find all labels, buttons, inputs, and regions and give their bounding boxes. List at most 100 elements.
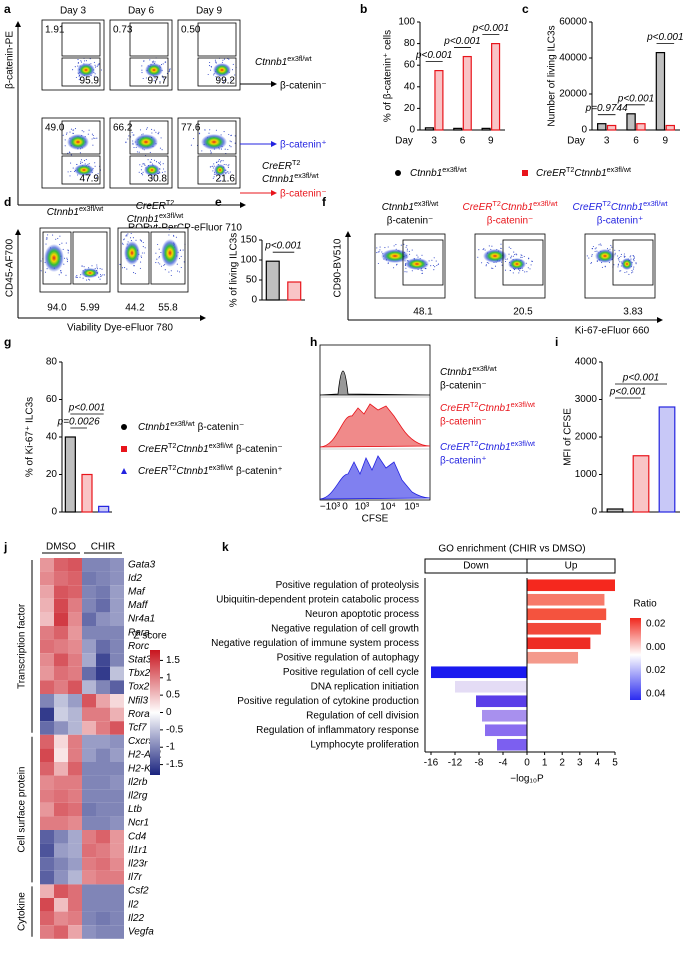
heatmap-cell bbox=[96, 857, 110, 871]
flow-event bbox=[142, 241, 144, 244]
flow-event bbox=[435, 260, 437, 262]
gate bbox=[120, 231, 150, 285]
heatmap-cell bbox=[110, 802, 124, 817]
heatmap-cell bbox=[110, 558, 124, 572]
flow-event bbox=[531, 260, 533, 262]
flow-event bbox=[146, 127, 148, 129]
heatmap-cell bbox=[110, 653, 124, 667]
text-run: CreER bbox=[440, 442, 470, 453]
flow-event bbox=[76, 275, 78, 277]
heatmap-cell bbox=[68, 789, 82, 803]
heatmap-cell bbox=[68, 843, 82, 858]
gene-label: Tcf7 bbox=[128, 723, 147, 734]
flow-event bbox=[88, 129, 90, 131]
flow-event bbox=[620, 255, 622, 258]
heatmap-cell bbox=[110, 843, 124, 858]
flow-event bbox=[153, 129, 155, 131]
heatmap-cell bbox=[54, 911, 68, 926]
flow-event bbox=[215, 129, 217, 131]
text-run: Ctnnb1 bbox=[574, 168, 606, 179]
flow-event bbox=[209, 129, 211, 131]
flow-event bbox=[69, 131, 71, 133]
flow-event bbox=[613, 264, 615, 266]
superscript: ex3fl/wt bbox=[472, 364, 496, 373]
bar bbox=[453, 127, 463, 131]
flow-event bbox=[140, 240, 143, 242]
heatmap-cell bbox=[54, 762, 68, 776]
heatmap-cell bbox=[82, 857, 96, 871]
flow-event bbox=[220, 134, 222, 136]
flow-event bbox=[131, 131, 133, 134]
flow-event bbox=[94, 66, 97, 68]
flow-event bbox=[618, 256, 620, 259]
flow-event bbox=[209, 150, 212, 152]
category-label: Neuron apoptotic process bbox=[305, 609, 419, 620]
flow-event bbox=[213, 165, 215, 167]
flow-event bbox=[173, 235, 175, 237]
flow-event bbox=[617, 263, 619, 265]
category-label: Positive regulation of proteolysis bbox=[276, 580, 419, 591]
heatmap-cell bbox=[110, 789, 124, 803]
heatmap-cell bbox=[110, 762, 124, 776]
heatmap-cell bbox=[40, 748, 54, 762]
flow-event bbox=[224, 148, 226, 150]
heatmap-cell bbox=[54, 598, 68, 613]
flow-event bbox=[96, 137, 98, 139]
heatmap-cell bbox=[96, 884, 110, 898]
heatmap-cell bbox=[110, 925, 124, 939]
genotype: CreERT2 Ctnnb1ex3fl/wt bbox=[262, 158, 319, 185]
bar bbox=[626, 113, 636, 131]
x-tick-label: 3 bbox=[431, 136, 437, 147]
flow-event bbox=[124, 267, 126, 269]
flow-event bbox=[168, 229, 170, 231]
flow-event bbox=[209, 61, 211, 64]
flow-event bbox=[591, 255, 593, 257]
y-axis-label: % of living ILC3s bbox=[229, 233, 240, 307]
flow-event bbox=[488, 245, 490, 247]
heatmap-cell bbox=[110, 721, 124, 735]
flow-event bbox=[144, 247, 146, 249]
y-tick-label: 20 bbox=[404, 103, 416, 114]
flow-event bbox=[155, 262, 157, 264]
flow-event bbox=[515, 253, 517, 255]
flow-event bbox=[145, 128, 148, 130]
heatmap-cell bbox=[82, 585, 96, 599]
flow-event bbox=[141, 72, 143, 74]
flow-event bbox=[214, 59, 216, 61]
bar bbox=[606, 508, 624, 513]
gate-value: 47.9 bbox=[80, 174, 100, 185]
flow-event bbox=[151, 128, 153, 130]
flow-event bbox=[228, 133, 230, 136]
flow-event bbox=[508, 253, 510, 255]
heatmap-cell bbox=[68, 707, 82, 722]
heatmap-cell bbox=[54, 571, 68, 586]
flow-event bbox=[127, 241, 129, 243]
bar bbox=[527, 637, 591, 650]
bar bbox=[476, 695, 527, 708]
flow-event bbox=[182, 249, 184, 251]
flow-event bbox=[520, 254, 522, 256]
heatmap-cell bbox=[40, 789, 54, 803]
heatmap-cell bbox=[82, 748, 96, 762]
x-tick-label: 9 bbox=[663, 136, 669, 147]
heatmap-cell bbox=[82, 666, 96, 681]
panel-label: a bbox=[4, 2, 11, 16]
flow-event bbox=[229, 140, 231, 142]
flow-event bbox=[92, 134, 94, 137]
flow-event bbox=[99, 268, 101, 270]
y-tick-label: 0 bbox=[51, 507, 57, 518]
flow-event bbox=[69, 175, 71, 177]
x-tick-label: 9 bbox=[488, 136, 494, 147]
heatmap-cell bbox=[110, 830, 124, 844]
flow-event bbox=[227, 171, 229, 173]
flow-event bbox=[45, 238, 47, 240]
bar bbox=[424, 127, 434, 131]
flow-event bbox=[139, 164, 141, 166]
flow-event bbox=[633, 256, 635, 258]
flow-event bbox=[143, 252, 145, 254]
heatmap-cell bbox=[68, 830, 82, 844]
superscript: T2 bbox=[166, 198, 174, 207]
flow-event bbox=[66, 257, 68, 259]
category-label: Ubiquitin-dependent protein catabolic pr… bbox=[216, 594, 419, 605]
flow-event bbox=[75, 276, 77, 278]
